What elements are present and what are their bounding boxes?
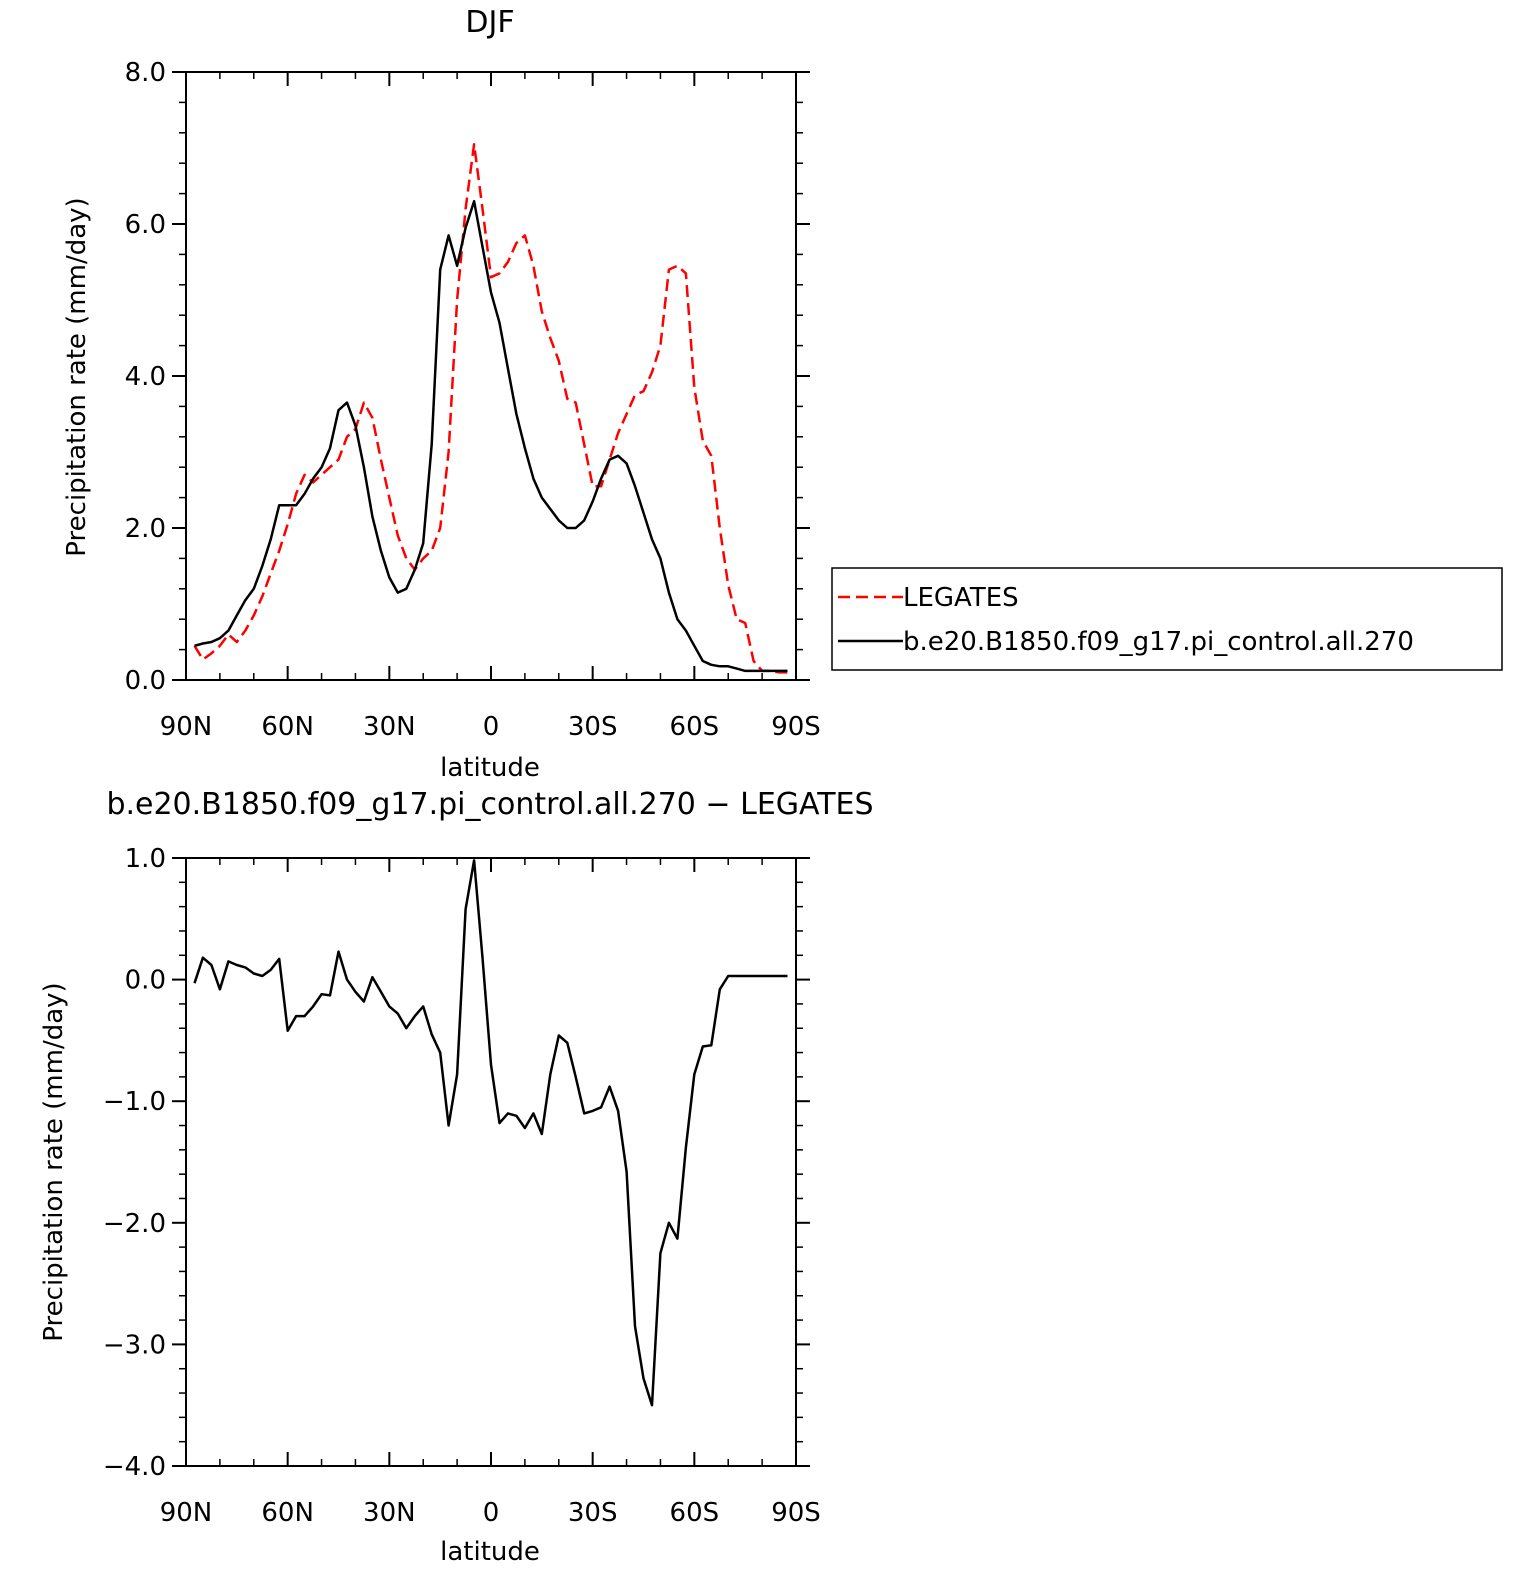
bottom-x-tick-label: 60N bbox=[261, 1498, 314, 1528]
top-y-tick-label: 6.0 bbox=[125, 210, 166, 240]
bottom-marks bbox=[193, 859, 788, 1407]
bottom-xlabel: latitude bbox=[440, 1537, 540, 1567]
top-ticks: 90N 60N 30N 0 30S 60S 90S 0.0 2.0 4.0 6.0 8.0 bbox=[125, 58, 821, 742]
bottom-x-tick-label: 60S bbox=[670, 1498, 720, 1528]
bottom-x-tick-label: 30N bbox=[363, 1498, 416, 1528]
top-title: DJF bbox=[465, 5, 514, 40]
legend-box bbox=[831, 567, 1503, 671]
bottom-ticks: 90N 60N 30N 0 30S 60S 90S −4.0 −3.0 −2.0 −1.0 0.0 1.… bbox=[103, 844, 821, 1528]
top-x-tick-label: 30N bbox=[363, 712, 416, 742]
bottom-series-line-0 bbox=[193, 859, 788, 1407]
bottom-ylabel: Precipitation rate (mm/day) bbox=[39, 982, 69, 1341]
top-marks bbox=[193, 142, 788, 674]
top-x-tick-label: 60N bbox=[261, 712, 314, 742]
bottom-x-tick-label: 90S bbox=[771, 1498, 821, 1528]
legend-label-legates: LEGATES bbox=[903, 583, 1019, 613]
top-panel: DJF latitude Precipitation rate (mm/day)… bbox=[62, 5, 821, 783]
bottom-x-tick-label: 30S bbox=[568, 1498, 618, 1528]
bottom-y-tick-label: −2.0 bbox=[103, 1209, 166, 1239]
top-x-tick-label: 60S bbox=[670, 712, 720, 742]
legend: LEGATES b.e20.B1850.f09_g17.pi_control.a… bbox=[831, 567, 1503, 671]
bottom-panel: b.e20.B1850.f09_g17.pi_control.all.270 −… bbox=[39, 787, 874, 1567]
bottom-y-tick-label: −3.0 bbox=[103, 1330, 166, 1360]
bottom-title: b.e20.B1850.f09_g17.pi_control.all.270 −… bbox=[106, 787, 873, 822]
top-plot-frame bbox=[185, 71, 797, 681]
top-series-line-1 bbox=[194, 199, 788, 673]
bottom-y-tick-label: 1.0 bbox=[125, 844, 166, 874]
top-series-line-0 bbox=[193, 142, 788, 674]
top-x-tick-label: 0 bbox=[483, 712, 500, 742]
top-xlabel: latitude bbox=[440, 753, 540, 783]
bottom-x-tick-label: 0 bbox=[483, 1498, 500, 1528]
bottom-y-tick-label: −1.0 bbox=[103, 1087, 166, 1117]
top-ylabel: Precipitation rate (mm/day) bbox=[62, 197, 92, 556]
top-y-tick-label: 8.0 bbox=[125, 58, 166, 88]
top-x-tick-label: 90N bbox=[160, 712, 213, 742]
top-x-tick-label: 90S bbox=[771, 712, 821, 742]
bottom-x-tick-label: 90N bbox=[160, 1498, 213, 1528]
top-y-tick-label: 0.0 bbox=[125, 666, 166, 696]
top-y-tick-label: 4.0 bbox=[125, 362, 166, 392]
top-y-tick-label: 2.0 bbox=[125, 514, 166, 544]
top-x-tick-label: 30S bbox=[568, 712, 618, 742]
legend-label-model: b.e20.B1850.f09_g17.pi_control.all.270 bbox=[903, 627, 1414, 657]
bottom-plot-frame bbox=[185, 857, 797, 1467]
bottom-y-tick-label: 0.0 bbox=[125, 966, 166, 996]
bottom-y-tick-label: −4.0 bbox=[103, 1452, 166, 1482]
